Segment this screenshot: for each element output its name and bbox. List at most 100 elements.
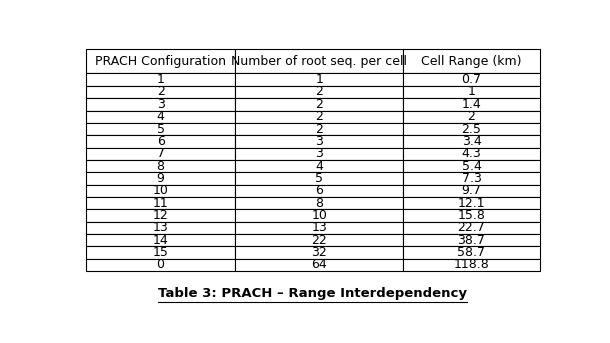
Bar [85, 147, 235, 160]
Bar [85, 234, 235, 246]
Text: 7: 7 [157, 147, 165, 160]
Bar [235, 49, 403, 73]
Bar [85, 73, 235, 86]
Text: 22: 22 [312, 234, 328, 247]
Text: 14: 14 [152, 234, 168, 247]
Bar [403, 172, 539, 185]
Bar [403, 49, 539, 73]
Bar [85, 259, 235, 271]
Bar [235, 234, 403, 246]
Bar [403, 185, 539, 197]
Text: 3: 3 [157, 98, 165, 111]
Bar [85, 197, 235, 209]
Text: 1: 1 [315, 73, 323, 86]
Text: 15.8: 15.8 [458, 209, 486, 222]
Text: 6: 6 [315, 184, 323, 197]
Text: 1: 1 [157, 73, 165, 86]
Text: 4.3: 4.3 [462, 147, 481, 160]
Bar [235, 185, 403, 197]
Text: PRACH Configuration: PRACH Configuration [95, 55, 226, 68]
Bar [235, 110, 403, 123]
Text: 2: 2 [157, 85, 165, 98]
Text: 2: 2 [315, 110, 323, 123]
Text: 11: 11 [152, 197, 168, 210]
Bar [85, 185, 235, 197]
Text: 4: 4 [315, 159, 323, 173]
Text: 0.7: 0.7 [462, 73, 481, 86]
Bar [235, 209, 403, 222]
Bar [235, 197, 403, 209]
Bar [85, 123, 235, 135]
Text: 1.4: 1.4 [462, 98, 481, 111]
Text: 1: 1 [467, 85, 475, 98]
Bar [85, 98, 235, 110]
Text: 5: 5 [157, 122, 165, 135]
Bar [403, 209, 539, 222]
Text: 6: 6 [157, 135, 165, 148]
Text: 64: 64 [312, 258, 328, 271]
Bar [85, 172, 235, 185]
Bar [85, 160, 235, 172]
Text: 58.7: 58.7 [458, 246, 486, 259]
Text: 13: 13 [152, 221, 168, 234]
Bar [403, 234, 539, 246]
Text: 32: 32 [312, 246, 328, 259]
Bar [85, 86, 235, 98]
Bar [403, 222, 539, 234]
Text: 9.7: 9.7 [462, 184, 481, 197]
Text: 8: 8 [157, 159, 165, 173]
Text: 12: 12 [152, 209, 168, 222]
Bar [235, 135, 403, 147]
Bar [403, 135, 539, 147]
Text: 13: 13 [312, 221, 328, 234]
Bar [403, 259, 539, 271]
Text: Cell Range (km): Cell Range (km) [422, 55, 522, 68]
Bar [85, 246, 235, 259]
Bar [85, 135, 235, 147]
Bar [403, 123, 539, 135]
Bar [403, 197, 539, 209]
Text: 12.1: 12.1 [458, 197, 486, 210]
Text: 8: 8 [315, 197, 323, 210]
Text: 2: 2 [315, 98, 323, 111]
Bar [85, 222, 235, 234]
Text: 2: 2 [315, 122, 323, 135]
Text: 9: 9 [157, 172, 165, 185]
Text: 10: 10 [152, 184, 168, 197]
Bar [403, 246, 539, 259]
Bar [403, 110, 539, 123]
Bar [403, 147, 539, 160]
Bar [403, 86, 539, 98]
Bar [235, 123, 403, 135]
Text: Number of root seq. per cell: Number of root seq. per cell [231, 55, 407, 68]
Text: 5.4: 5.4 [462, 159, 481, 173]
Bar [85, 209, 235, 222]
Bar [235, 222, 403, 234]
Bar [85, 49, 235, 73]
Bar [235, 147, 403, 160]
Text: 22.7: 22.7 [458, 221, 486, 234]
Bar [235, 259, 403, 271]
Bar [235, 98, 403, 110]
Text: 118.8: 118.8 [454, 258, 489, 271]
Text: 5: 5 [315, 172, 323, 185]
Bar [235, 172, 403, 185]
Bar [403, 98, 539, 110]
Text: 3: 3 [315, 135, 323, 148]
Text: 2.5: 2.5 [462, 122, 481, 135]
Text: 38.7: 38.7 [458, 234, 486, 247]
Bar [235, 246, 403, 259]
Bar [403, 160, 539, 172]
Text: 7.3: 7.3 [462, 172, 481, 185]
Text: 0: 0 [157, 258, 165, 271]
Bar [235, 86, 403, 98]
Text: 3.4: 3.4 [462, 135, 481, 148]
Bar [403, 73, 539, 86]
Text: 3: 3 [315, 147, 323, 160]
Text: Table 3: PRACH – Range Interdependency: Table 3: PRACH – Range Interdependency [158, 287, 467, 300]
Text: 4: 4 [157, 110, 165, 123]
Bar [235, 160, 403, 172]
Text: 15: 15 [152, 246, 168, 259]
Text: 10: 10 [312, 209, 328, 222]
Text: 2: 2 [467, 110, 475, 123]
